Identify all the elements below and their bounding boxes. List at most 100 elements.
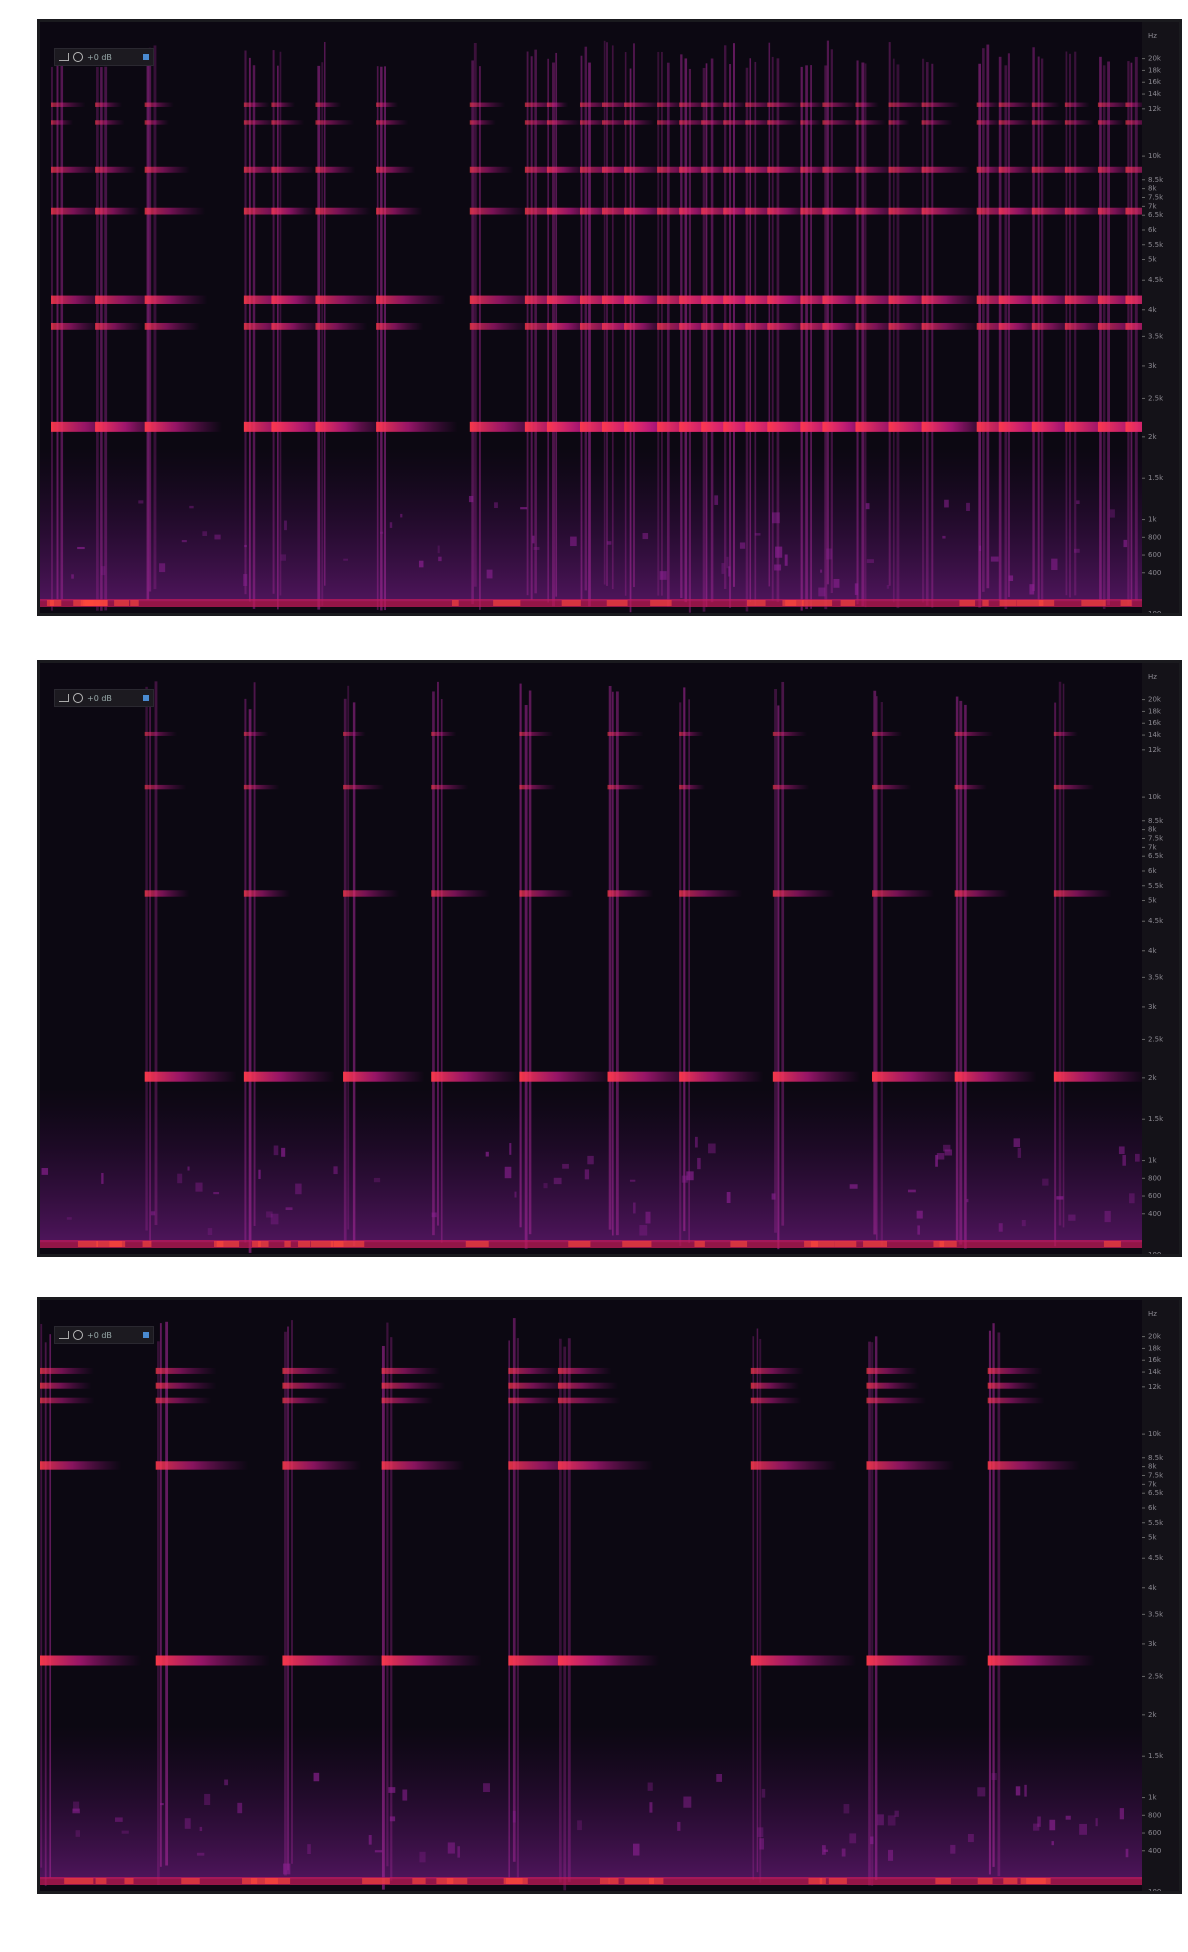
noise-speck [849,1833,857,1844]
harmonic [243,166,287,173]
low-band [40,599,1142,607]
low-band-hot [181,1878,200,1884]
pulse-line [955,696,959,1241]
noise-speck [389,1816,396,1822]
low-band-hot [977,1878,993,1884]
noise-speck [998,1223,1003,1232]
harmonic [282,1382,348,1389]
pulse-line [864,63,867,608]
harmonic [921,102,960,107]
axis-label: 4k [1148,947,1157,955]
low-band-hot [982,600,989,606]
harmonic [872,784,912,790]
pulse-line [992,1323,995,1867]
harmonic [1031,207,1087,215]
harmonic [921,322,982,330]
axis-label: 10k [1148,152,1162,160]
noise-speck [343,558,349,561]
noise-speck [1095,1818,1098,1827]
axis-label: 10k [1148,1430,1162,1438]
pulse-line [732,43,735,587]
harmonic [271,120,305,125]
axis-label: 5.5k [1148,1519,1164,1527]
harmonic [954,890,1010,897]
pulse-line [679,702,682,1247]
pulse-line [925,62,929,606]
noise-speck [388,1787,396,1793]
axis-label: 6.5k [1148,211,1164,219]
harmonic [921,120,953,125]
noise-speck [75,1830,81,1837]
noise-speck [1073,548,1080,553]
noise-speck [71,574,74,579]
pulse-line [856,60,859,605]
pulse-line [148,47,152,592]
pulse-line [291,1320,293,1864]
axis-label: 12k [1148,105,1162,113]
low-band-hot [828,1878,847,1884]
harmonic [1064,102,1090,107]
harmonic [624,207,679,215]
harmonic [243,120,280,125]
noise-speck [73,1801,80,1812]
pulse-line [317,65,321,610]
axis-label: 6k [1148,1504,1157,1512]
noise-speck [196,1852,205,1856]
harmonic [546,120,583,125]
noise-speck [1049,1819,1056,1831]
pulse-line [876,696,878,1240]
noise-speck [1051,558,1058,571]
harmonic [855,322,907,330]
pulse-line [608,685,612,1230]
noise-speck [759,1838,764,1850]
harmonic [95,322,144,330]
pulse-line [759,1338,762,1883]
harmonic [866,1382,920,1389]
pulse-line [615,691,619,1236]
axis-label: 16k [1148,78,1162,86]
harmonic [282,1367,340,1374]
harmonic [1064,207,1110,215]
axis-label: 12k [1148,1383,1162,1391]
low-band-hot [834,1241,857,1247]
low-band-hot [412,1878,426,1884]
pulse-line [153,45,157,590]
noise-speck [389,522,393,528]
noise-speck [820,569,823,573]
harmonic [51,322,101,330]
noise-speck [543,1183,548,1189]
harmonic [607,784,645,790]
harmonic [1053,731,1078,736]
noise-speck [373,1177,381,1183]
pulse-line [874,1336,878,1881]
noise-speck [1065,1815,1071,1820]
harmonic [888,166,940,173]
pulse-line [1062,683,1065,1228]
harmonic [767,166,819,173]
noise-speck [243,574,248,586]
harmonic [723,207,766,215]
low-band-hot [451,600,459,606]
noise-speck [402,1789,408,1801]
harmonic [772,1071,861,1082]
low-band-hot [124,1878,134,1884]
pulse-line [432,691,435,1236]
noise-speck [714,495,719,505]
pulse-line [519,683,522,1228]
noise-speck [285,1207,293,1211]
low-band-hot [214,1241,240,1247]
low-band-hot [1003,1878,1018,1884]
low-band-hot [130,600,139,606]
harmonic [1125,102,1148,107]
harmonic [679,1071,764,1082]
harmonic [376,421,458,432]
axis-label: 14k [1148,731,1162,739]
pulse-line [508,1340,510,1885]
axis-label: 3.5k [1148,973,1164,981]
noise-speck [237,1802,243,1814]
harmonic [51,120,74,125]
harmonic [469,102,506,107]
harmonic [1097,207,1141,215]
harmonic [866,1397,927,1404]
